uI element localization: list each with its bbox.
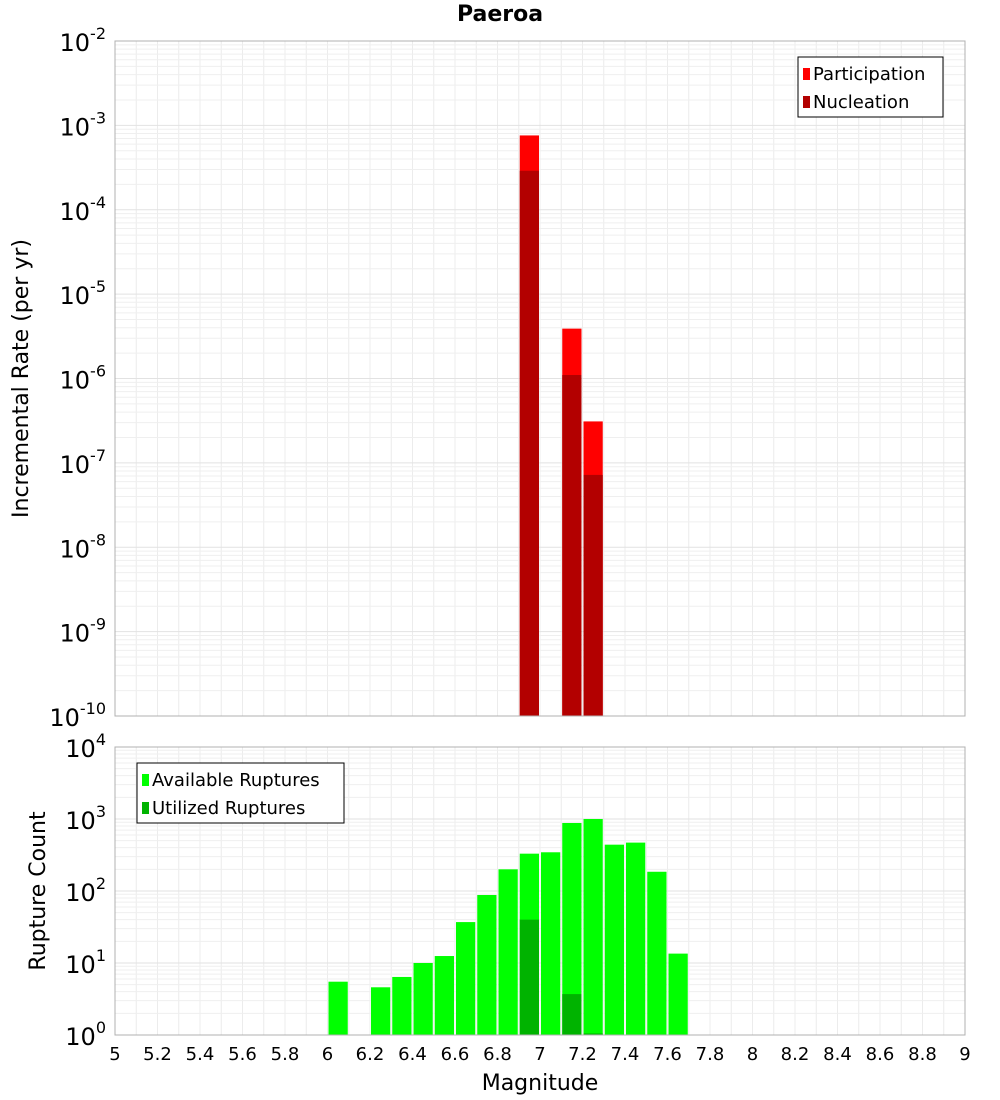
bar xyxy=(583,1033,603,1035)
y-tick-label: 10-8 xyxy=(60,530,107,563)
bar xyxy=(456,922,476,1035)
y-tick-label: 10-10 xyxy=(49,699,106,732)
bar xyxy=(541,852,561,1035)
bar xyxy=(413,963,433,1035)
legend-box xyxy=(797,56,944,118)
y-tick-label: 10-7 xyxy=(60,446,107,479)
bar xyxy=(647,871,667,1035)
legend-swatch xyxy=(803,68,810,80)
count-panel: 100 101 102 103 104 5 5.2 5.4 5.6 5.8 6 6.2 6.4 6.6 6.… xyxy=(26,730,971,1096)
y-tick-label: 104 xyxy=(65,730,106,763)
y-tick-label: 10-9 xyxy=(60,615,107,648)
plot-frame xyxy=(114,40,966,717)
x-axis-label: Magnitude xyxy=(482,1071,599,1096)
x-tick-label: 8.2 xyxy=(781,1044,810,1065)
x-tick-label: 8.4 xyxy=(823,1044,852,1065)
y-tick-label: 100 xyxy=(65,1018,106,1051)
y-tick-label: 102 xyxy=(65,874,106,907)
x-tick-label: 7.8 xyxy=(696,1044,725,1065)
x-tick-label: 5.2 xyxy=(143,1044,172,1065)
bar xyxy=(562,822,582,1035)
bar xyxy=(562,375,582,716)
bar xyxy=(328,981,348,1035)
y-tick-label: 10-3 xyxy=(60,108,107,141)
x-tick-label: 6.8 xyxy=(483,1044,512,1065)
y-tick-label: 10-2 xyxy=(60,24,107,57)
bar xyxy=(626,842,646,1035)
bar xyxy=(583,474,603,716)
legend-label: Nucleation xyxy=(813,92,909,113)
x-tick-label: 7.2 xyxy=(568,1044,597,1065)
bar xyxy=(668,953,688,1035)
bar xyxy=(392,976,412,1035)
x-tick-label: 5 xyxy=(109,1044,120,1065)
y-tick-label: 10-6 xyxy=(60,362,107,395)
x-tick-label: 8 xyxy=(747,1044,758,1065)
y-tick-label: 103 xyxy=(65,802,106,835)
legend-swatch xyxy=(803,96,810,108)
bar xyxy=(498,869,518,1035)
plot-frame xyxy=(114,746,966,1036)
x-tick-label: 9 xyxy=(959,1044,970,1065)
legend-swatch xyxy=(142,774,149,786)
legend: Available Ruptures Utilized Ruptures xyxy=(136,762,345,824)
x-tick-label: 5.8 xyxy=(271,1044,300,1065)
bar xyxy=(604,844,624,1035)
legend-box xyxy=(136,762,345,824)
bar xyxy=(519,170,539,716)
y-axis-label: Incremental Rate (per yr) xyxy=(9,239,34,518)
x-tick-label: 5.6 xyxy=(228,1044,257,1065)
x-tick-label: 7 xyxy=(534,1044,545,1065)
x-tick-label: 5.4 xyxy=(186,1044,215,1065)
bar xyxy=(371,987,391,1035)
x-tick-label: 6.4 xyxy=(398,1044,427,1065)
y-tick-label: 101 xyxy=(65,946,106,979)
y-axis-label: Rupture Count xyxy=(26,811,51,971)
x-tick-label: 7.4 xyxy=(611,1044,640,1065)
rate-panel: 10-10 10-9 10-8 10-7 10-6 10-5 10-4 10-3 10-2 Inc… xyxy=(9,24,966,732)
y-tick-label: 10-5 xyxy=(60,277,107,310)
chart-title: Paeroa xyxy=(456,2,544,27)
x-tick-label: 8.8 xyxy=(908,1044,937,1065)
legend-label: Available Ruptures xyxy=(152,770,320,791)
bar xyxy=(519,919,539,1035)
legend: Participation Nucleation xyxy=(797,56,944,118)
x-tick-label: 6 xyxy=(322,1044,333,1065)
x-tick-label: 6.2 xyxy=(356,1044,385,1065)
bar xyxy=(477,894,497,1035)
y-tick-label: 10-4 xyxy=(60,193,107,226)
bar xyxy=(434,956,454,1035)
legend-swatch xyxy=(142,802,149,814)
legend-label: Utilized Ruptures xyxy=(152,798,305,819)
x-tick-label: 6.6 xyxy=(441,1044,470,1065)
legend-label: Participation xyxy=(813,64,925,85)
bar xyxy=(583,819,603,1035)
x-tick-label: 7.6 xyxy=(653,1044,682,1065)
bar xyxy=(562,994,582,1035)
x-tick-label: 8.6 xyxy=(866,1044,895,1065)
